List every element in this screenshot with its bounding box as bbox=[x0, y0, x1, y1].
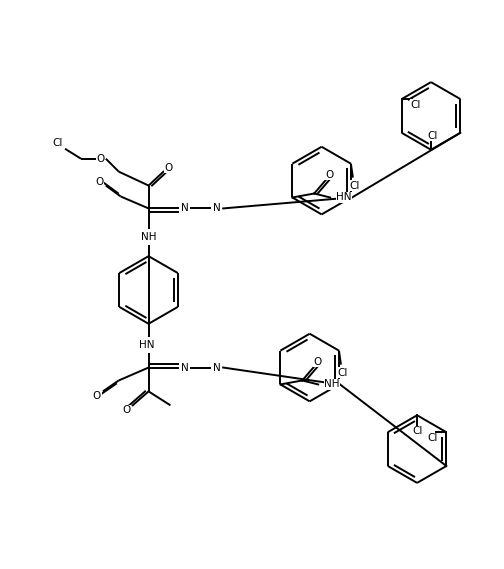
Text: O: O bbox=[325, 170, 333, 180]
Text: N: N bbox=[213, 204, 221, 213]
Text: HN: HN bbox=[139, 340, 154, 350]
Text: NH: NH bbox=[324, 380, 340, 389]
Text: Cl: Cl bbox=[427, 433, 437, 443]
Text: Cl: Cl bbox=[338, 368, 348, 377]
Text: Cl: Cl bbox=[52, 138, 62, 148]
Text: Cl: Cl bbox=[412, 426, 422, 436]
Text: O: O bbox=[96, 176, 104, 187]
Text: N: N bbox=[181, 362, 189, 373]
Text: O: O bbox=[93, 391, 101, 401]
Text: O: O bbox=[122, 405, 131, 415]
Text: N: N bbox=[213, 362, 221, 373]
Text: O: O bbox=[164, 163, 172, 172]
Text: O: O bbox=[313, 357, 322, 366]
Text: NH: NH bbox=[141, 232, 156, 242]
Text: HN: HN bbox=[336, 192, 352, 203]
Text: Cl: Cl bbox=[350, 180, 360, 191]
Text: N: N bbox=[181, 204, 189, 213]
Text: Cl: Cl bbox=[428, 131, 438, 141]
Text: O: O bbox=[97, 154, 105, 164]
Text: Cl: Cl bbox=[410, 100, 421, 110]
